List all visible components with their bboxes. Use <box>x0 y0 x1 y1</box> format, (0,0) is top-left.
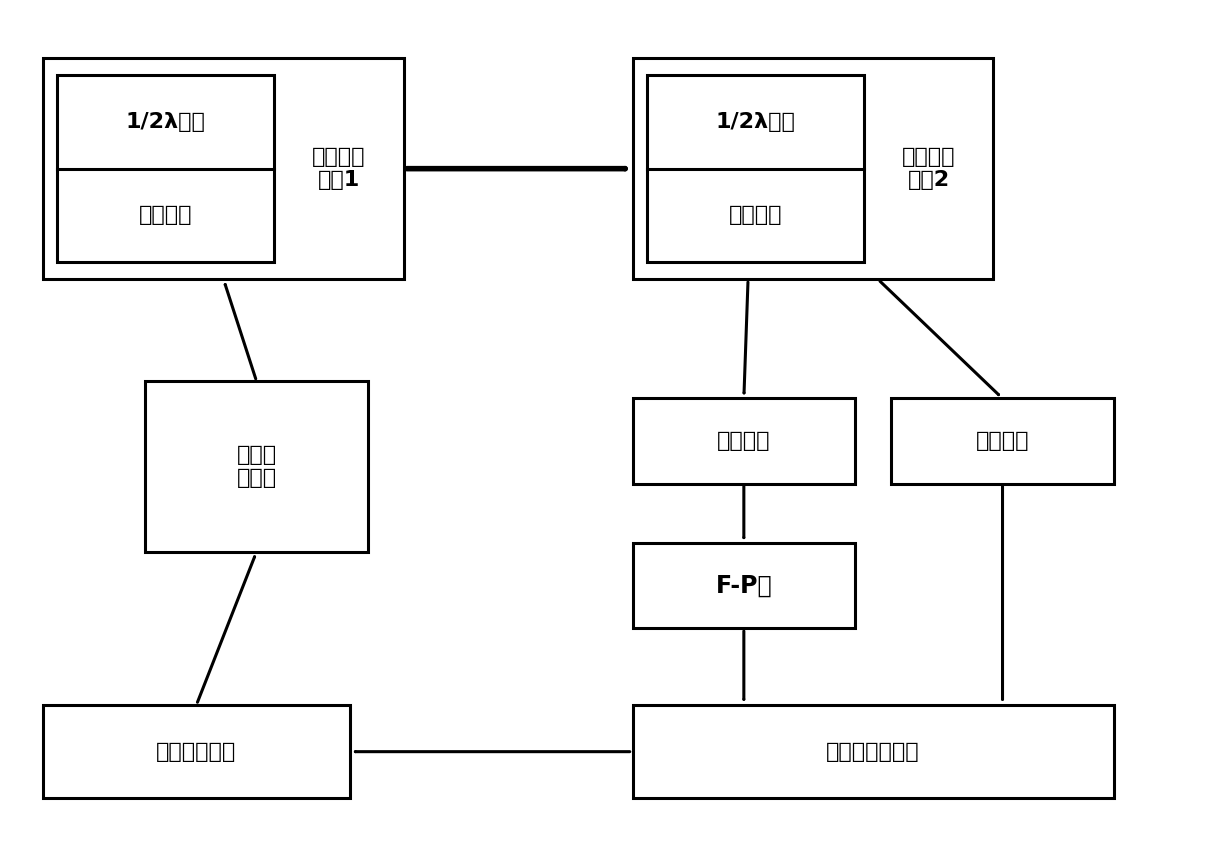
Bar <box>43 705 349 798</box>
Text: 1/2λ波片: 1/2λ波片 <box>125 112 206 131</box>
Text: 稳频控制电路: 稳频控制电路 <box>156 741 236 762</box>
Bar <box>57 75 274 262</box>
Bar <box>647 75 864 262</box>
Text: 1/2λ波片: 1/2λ波片 <box>716 112 795 131</box>
Text: 平衡探光电测器: 平衡探光电测器 <box>826 741 920 762</box>
Text: 偏振分光
系统1: 偏振分光 系统1 <box>313 147 366 190</box>
Bar <box>43 58 404 279</box>
Text: 分光棱镜: 分光棱镜 <box>729 206 783 226</box>
Text: 参考光束: 参考光束 <box>976 431 1030 451</box>
Bar <box>633 58 993 279</box>
Bar <box>633 399 856 484</box>
Bar <box>891 399 1114 484</box>
Bar <box>633 705 1114 798</box>
Bar <box>145 381 368 552</box>
Text: 半导体
激光器: 半导体 激光器 <box>236 445 276 488</box>
Text: 分光棱镜: 分光棱镜 <box>139 206 192 226</box>
Text: F-P腔: F-P腔 <box>716 573 772 598</box>
Bar <box>633 543 856 628</box>
Text: 偏振分光
系统2: 偏振分光 系统2 <box>902 147 955 190</box>
Text: 探测光束: 探测光束 <box>717 431 770 451</box>
